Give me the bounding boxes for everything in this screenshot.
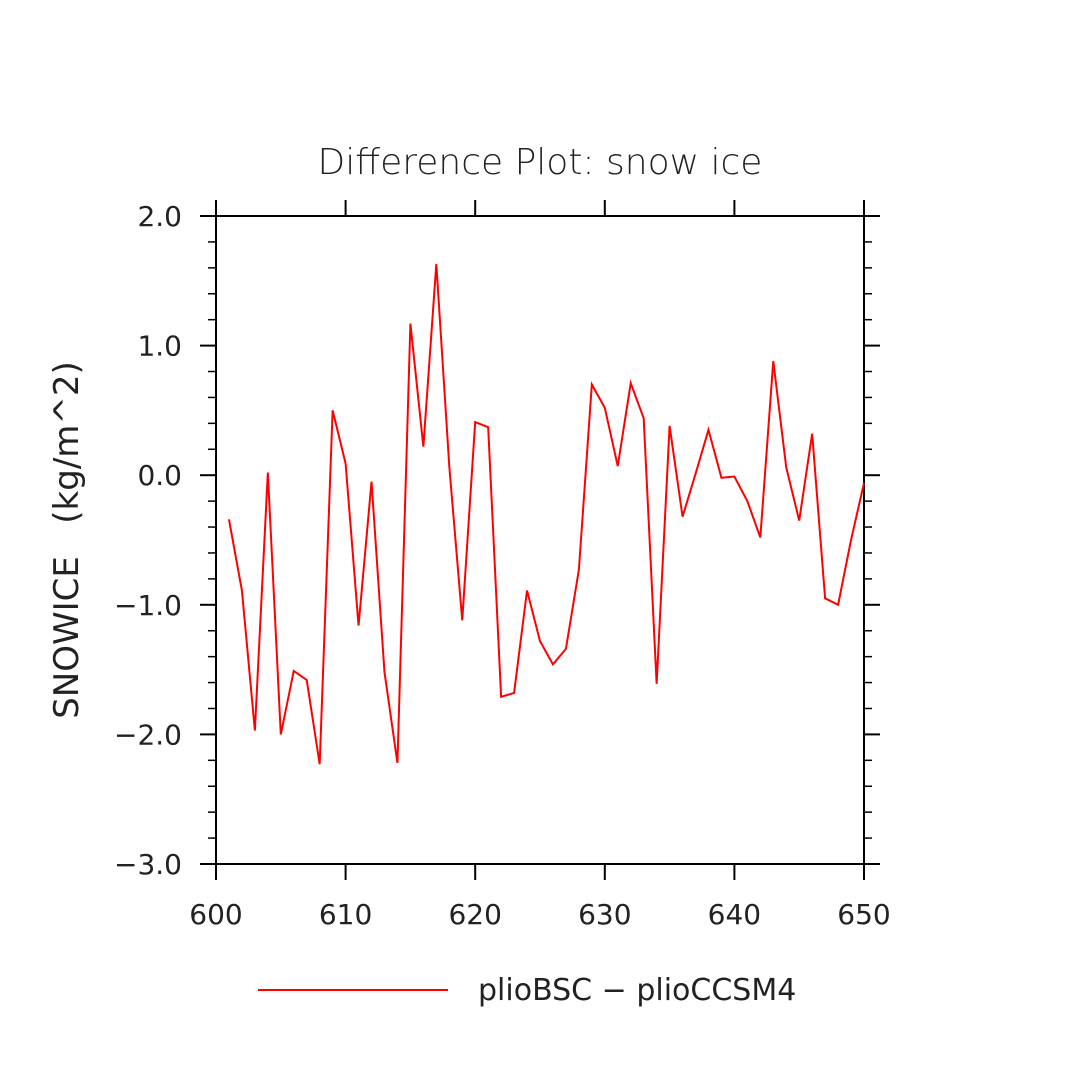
- y-tick-label: −2.0: [114, 718, 182, 751]
- x-tick-label: 650: [837, 898, 890, 931]
- legend: plioBSC − plioCCSM4: [258, 973, 796, 1008]
- axis-tick-labels: 600 610 620 630 640 650 2.0 1.0 0.0 −1.0 −2.0 −3.0: [114, 200, 891, 931]
- chart-title: Difference Plot: snow ice: [318, 142, 763, 183]
- plot-frame: [215, 215, 865, 865]
- series-line: [227, 263, 865, 765]
- y-axis-label: SNOWICE (kg/m^2): [47, 361, 87, 719]
- x-tick-label: 620: [448, 898, 501, 931]
- x-tick-label: 640: [708, 898, 761, 931]
- legend-entry-label: plioBSC − plioCCSM4: [478, 973, 796, 1008]
- y-tick-label: −1.0: [114, 589, 182, 622]
- x-tick-label: 630: [578, 898, 631, 931]
- axis-ticks: [200, 200, 880, 880]
- y-tick-label: 1.0: [137, 330, 182, 363]
- x-tick-label: 610: [319, 898, 372, 931]
- y-tick-label: 0.0: [137, 459, 182, 492]
- series-lines: [227, 263, 865, 765]
- y-tick-label: −3.0: [114, 848, 182, 881]
- y-tick-label: 2.0: [137, 200, 182, 233]
- x-tick-label: 600: [189, 898, 242, 931]
